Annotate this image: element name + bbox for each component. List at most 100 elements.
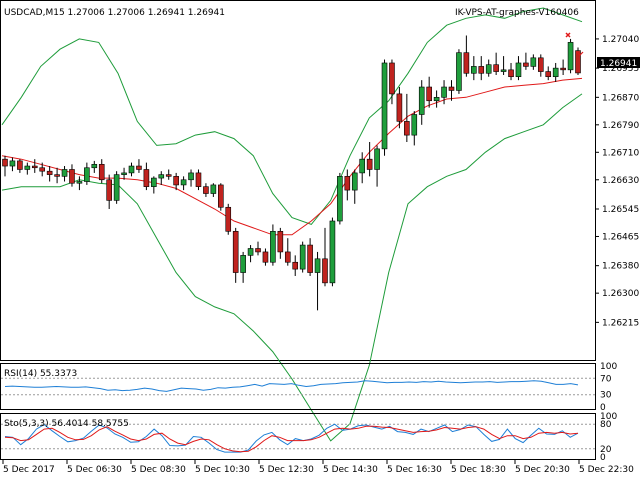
candle-body [225,206,232,232]
rsi-axis: 100 70 30 0 [600,362,617,413]
sto-tick-label: 100 [600,412,617,422]
candle-body [314,258,321,273]
bb-lower-line [1,93,583,442]
trade-arrow-icon [565,32,584,56]
candle-body [247,248,254,256]
price-tick-label: 1.26465 [602,232,639,242]
time-tick-label: 5 Dec 14:30 [323,465,378,475]
candle-body [567,42,574,71]
candle-body [337,176,343,222]
candle-body [366,158,373,170]
candle-body [411,114,418,136]
candle-body [270,231,276,263]
candle-body [76,181,83,184]
candle-body [351,172,358,191]
candle-body [240,255,246,273]
candle-body [17,160,23,170]
candle-body [255,248,261,253]
candle-body [136,165,142,170]
candle-body [381,62,388,150]
rsi-tick-label: 30 [600,391,612,401]
time-tick-label: 5 Dec 06:30 [67,465,122,475]
candle-body [2,158,8,167]
rsi-panel-frame [0,363,596,410]
candle-body [173,176,179,186]
current-price-label: 1.26941 [600,59,637,69]
price-panel[interactable]: 1.27040 1.26955 1.26870 1.26790 1.26710 1.266… [0,0,640,442]
candle-body [396,93,403,122]
candle-body [9,160,16,167]
candle-body [46,170,53,175]
candle-body [61,169,68,177]
rsi-tick-label: 70 [600,374,612,384]
symbol-info: USDCAD,M15 1.27006 1.27006 1.26941 1.269… [4,8,225,18]
candle-body [128,165,135,174]
candle-body [210,184,217,194]
candle-body [84,167,90,182]
rsi-panel[interactable]: RSI(14) 55.3373 100 70 30 0 [0,362,618,413]
candle-body [277,231,284,253]
candle-body [575,50,581,74]
sto-tick-label: 80 [600,420,612,430]
price-tick-label: 1.26545 [602,205,639,215]
candle-body [344,176,351,191]
candle-body [113,174,120,201]
candle-body [262,251,269,263]
time-tick-label: 5 Dec 2017 [3,465,55,475]
sto-tick-label: 0 [600,453,606,463]
candle-body [69,169,75,184]
stochastic-lines [1,423,595,453]
stochastic-label: Sto(5,3,3) 56.4014 58.5755 [4,419,129,429]
candle-body [456,52,462,91]
ma-line [1,77,583,236]
sto-d-series [4,425,579,453]
candle-body [151,177,157,187]
candle-body [523,62,529,67]
candle-body [537,57,544,72]
moving-average [1,77,583,236]
candle-body [389,62,395,95]
candle-body [165,174,172,177]
rsi-line [1,377,595,396]
candle-body [493,64,499,72]
candle-body [322,258,328,284]
price-tick-label: 1.27040 [602,35,639,45]
candle-body [292,261,299,270]
bollinger-bands [1,7,583,442]
candle-body [508,69,514,78]
candle-body [188,172,194,181]
candle-body [24,165,31,170]
candle-body [418,86,425,115]
time-tick-label: 5 Dec 20:30 [515,465,570,475]
candle-body [500,69,507,72]
candle-body [515,62,522,78]
indicator-label: IK-VPS-AT-graphes-V160406 [455,8,579,18]
candle-body [195,172,202,187]
candle-body [426,86,432,102]
sto-k-series [4,423,579,453]
time-tick-label: 5 Dec 08:30 [131,465,186,475]
current-price-marker: 1.26941 [597,57,640,69]
time-tick-label: 5 Dec 22:30 [579,465,634,475]
candle-body [98,164,105,181]
current-price-box [597,57,640,68]
time-axis: 5 Dec 2017 5 Dec 06:30 5 Dec 08:30 5 Dec 10… [2,460,634,475]
candle-body [31,165,38,169]
candle-body [329,220,336,284]
candle-body [218,184,224,208]
price-tick-label: 1.26630 [602,176,639,186]
candle-body [404,121,410,136]
rsi-tick-label: 0 [600,403,606,413]
candle-body [471,66,477,74]
candle-body [299,244,306,270]
candle-body [552,67,559,78]
candle-body [463,52,470,74]
candle-body [307,244,313,273]
price-tick-label: 1.26380 [602,262,639,272]
price-tick-label: 1.26710 [602,148,639,158]
candle-body [91,164,98,169]
bb-upper-line [1,7,583,225]
candlesticks [2,35,581,311]
